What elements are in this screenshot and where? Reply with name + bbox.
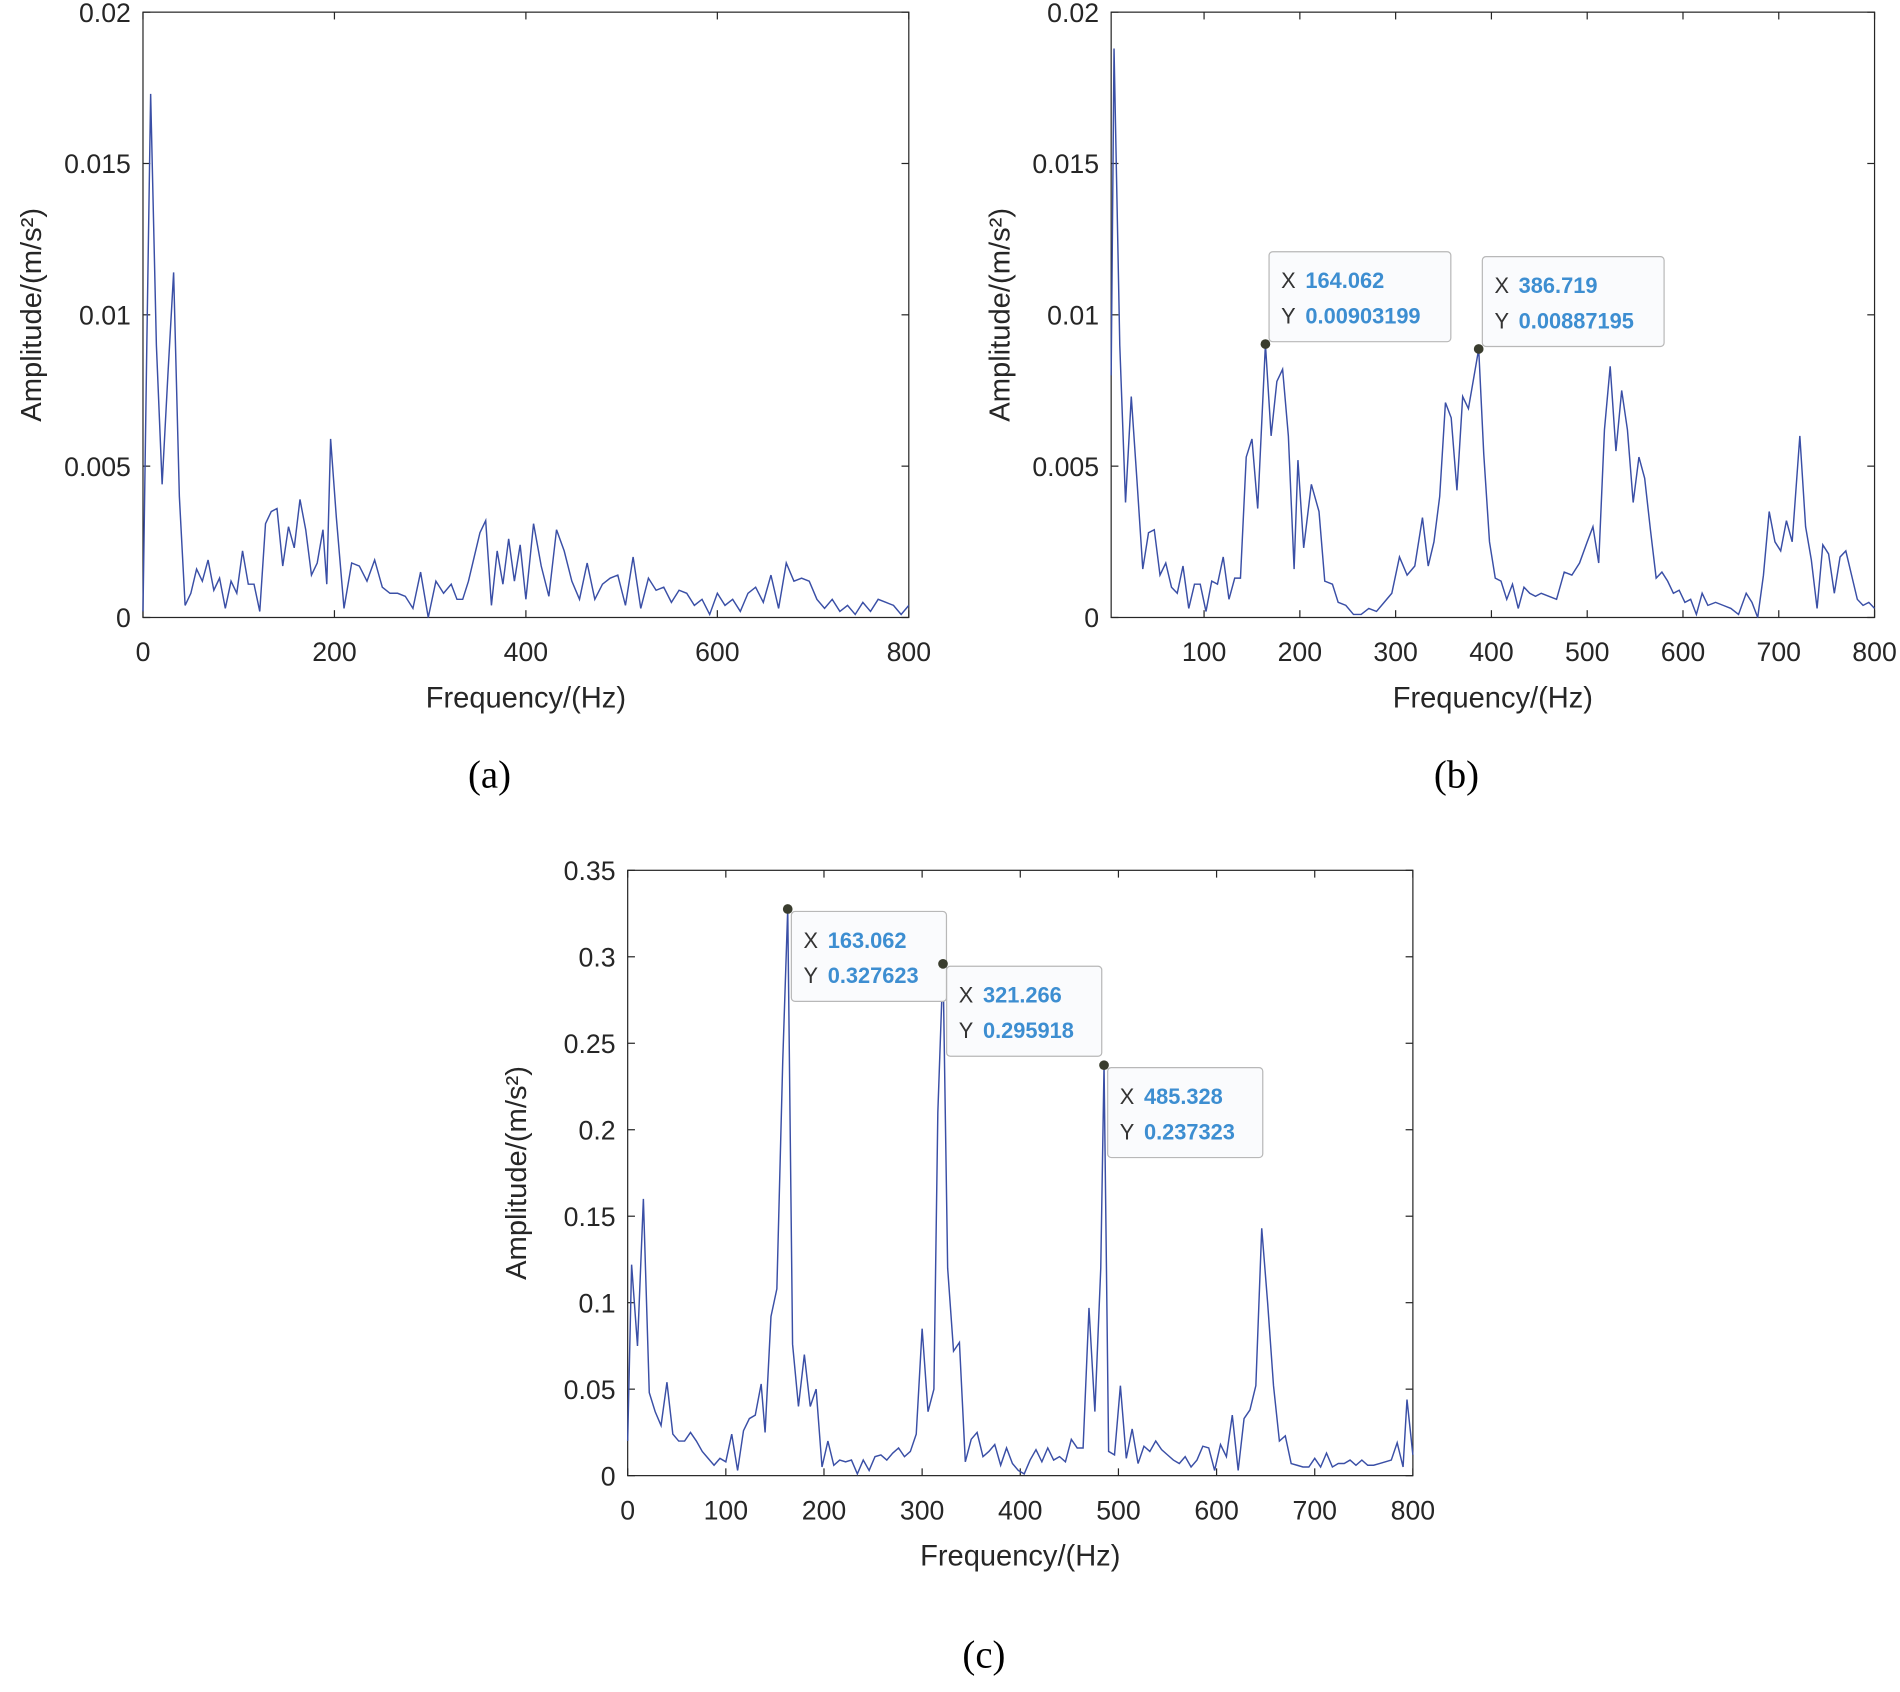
datatip-box <box>1107 1067 1264 1159</box>
datatip: X 164.062 Y 0.00903199 <box>1260 251 1452 349</box>
y-axis-label: Amplitude/(m/s²) <box>16 208 48 422</box>
datatip: X 321.266 Y 0.295918 <box>938 958 1103 1057</box>
x-tick-label: 100 <box>704 1495 748 1525</box>
datatip-x: 485.328 <box>1144 1084 1223 1109</box>
y-tick-label: 0 <box>601 1461 616 1491</box>
datatip-y: 0.237323 <box>1144 1119 1235 1144</box>
datatip: X 386.719 Y 0.00887195 <box>1473 255 1665 354</box>
x-tick-label: 600 <box>1661 637 1705 667</box>
y-tick-label: 0.1 <box>579 1288 616 1318</box>
spectrum-line <box>626 908 1414 1476</box>
y-tick-label: 0.01 <box>79 301 131 331</box>
datatip-marker <box>782 904 793 914</box>
x-tick-label: 400 <box>1469 637 1513 667</box>
y-tick-label: 0 <box>1084 603 1099 633</box>
x-tick-label: 500 <box>1096 1495 1140 1525</box>
datatip-box <box>1268 251 1452 343</box>
datatip: X 163.062 Y 0.327623 <box>782 904 948 1002</box>
x-axis-label: Frequency/(Hz) <box>920 1541 1120 1573</box>
datatip-key: Y <box>959 1018 974 1043</box>
datatip-key: X <box>803 928 818 953</box>
y-tick-label: 0.15 <box>564 1202 616 1232</box>
y-tick-label: 0.015 <box>1032 149 1099 179</box>
x-tick-label: 0 <box>136 637 151 667</box>
y-tick-label: 0.02 <box>1047 0 1099 28</box>
datatip-key: X <box>1494 273 1509 298</box>
y-axis-label: Amplitude/(m/s²) <box>984 208 1016 422</box>
datatip-marker <box>938 958 948 969</box>
y-tick-label: 0.3 <box>579 942 616 972</box>
panel-caption: (a) <box>468 754 511 797</box>
x-tick-label: 400 <box>504 637 548 667</box>
datatip-x: 163.062 <box>828 928 907 953</box>
datatip-x: 386.719 <box>1519 273 1598 298</box>
y-tick-label: 0.005 <box>1032 452 1099 482</box>
datatip-key: X <box>959 983 974 1008</box>
x-tick-label: 600 <box>695 637 739 667</box>
datatip-y: 0.00887195 <box>1519 308 1634 333</box>
y-tick-label: 0.05 <box>564 1375 616 1405</box>
x-tick-label: 500 <box>1565 637 1609 667</box>
datatip-box <box>1481 255 1665 348</box>
y-tick-label: 0.02 <box>79 0 131 28</box>
datatip-x: 164.062 <box>1305 268 1384 293</box>
x-tick-label: 200 <box>802 1495 846 1525</box>
x-tick-label: 800 <box>1852 637 1896 667</box>
datatip-x: 321.266 <box>983 983 1062 1008</box>
datatip-y: 0.327623 <box>828 963 919 988</box>
datatip-marker <box>1099 1060 1109 1071</box>
datatip-y: 0.00903199 <box>1305 303 1420 328</box>
datatip-marker <box>1473 344 1484 354</box>
x-tick-label: 300 <box>1373 637 1417 667</box>
x-tick-label: 600 <box>1194 1495 1238 1525</box>
x-tick-label: 300 <box>900 1495 944 1525</box>
spectrum-line <box>1110 48 1876 618</box>
datatip-key: X <box>1120 1084 1135 1109</box>
x-tick-label: 400 <box>998 1495 1042 1525</box>
x-tick-label: 200 <box>312 637 356 667</box>
y-axis-label: Amplitude/(m/s²) <box>501 1066 533 1280</box>
plot-area <box>627 869 1414 1477</box>
plot-area <box>142 11 910 619</box>
x-axis-label: Frequency/(Hz) <box>1393 682 1593 714</box>
datatip-box <box>790 910 948 1002</box>
x-tick-label: 700 <box>1293 1495 1337 1525</box>
datatip-marker <box>1260 339 1271 349</box>
x-tick-label: 800 <box>1391 1495 1435 1525</box>
panel-caption: (c) <box>962 1634 1005 1677</box>
y-tick-label: 0.015 <box>64 149 131 179</box>
datatip-key: Y <box>1494 308 1509 333</box>
x-axis-label: Frequency/(Hz) <box>426 682 626 714</box>
panel-caption: (b) <box>1434 754 1479 797</box>
datatip-key: X <box>1281 268 1296 293</box>
y-tick-label: 0.2 <box>579 1115 616 1145</box>
x-tick-label: 200 <box>1278 637 1322 667</box>
datatip: X 485.328 Y 0.237323 <box>1099 1060 1264 1159</box>
x-tick-label: 100 <box>1182 637 1226 667</box>
y-tick-label: 0.25 <box>564 1029 616 1059</box>
datatip-box <box>946 965 1103 1057</box>
y-tick-label: 0 <box>116 603 131 633</box>
chart-panel: 100 200 300 400 500 600 700 800 0 0.005 0.01 0.015 0… <box>984 0 1896 797</box>
y-tick-label: 0.005 <box>64 452 131 482</box>
x-tick-label: 0 <box>620 1495 635 1525</box>
datatip-y: 0.295918 <box>983 1018 1074 1043</box>
x-tick-label: 700 <box>1757 637 1801 667</box>
x-tick-label: 800 <box>887 637 931 667</box>
y-tick-label: 0.01 <box>1047 301 1099 331</box>
spectrum-line <box>142 93 910 618</box>
datatip-key: Y <box>1120 1119 1135 1144</box>
chart-panel: 0 100 200 300 400 500 600 700 800 0 0.05 0.1 0.15 0.2… <box>501 856 1435 1677</box>
datatip-key: Y <box>803 963 818 988</box>
chart-panel: 0 200 400 600 800 0 0.005 0.01 0.015 0.02 Frequenc… <box>16 0 931 797</box>
datatip-key: Y <box>1281 303 1296 328</box>
y-tick-label: 0.35 <box>564 856 616 886</box>
